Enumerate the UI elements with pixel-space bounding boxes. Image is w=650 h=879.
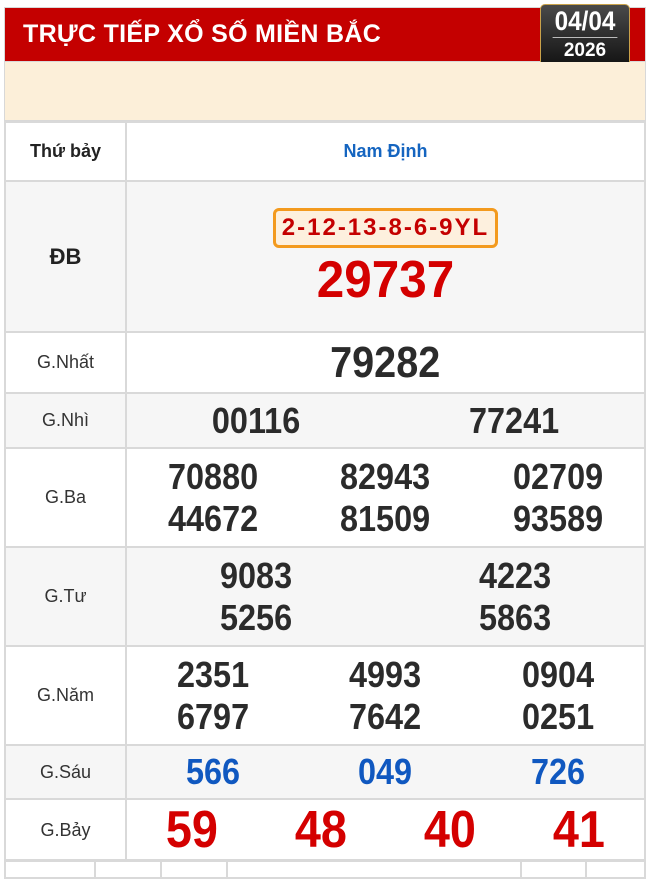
- table-row: G.Sáu 566 049 726: [4, 744, 646, 800]
- day-label: Thứ bảy: [4, 121, 127, 182]
- prize-number: 5256: [220, 596, 293, 638]
- prize-number: 9083: [220, 554, 293, 596]
- prize-number: 6797: [177, 695, 250, 737]
- date-badge: 04/04 2026: [540, 4, 630, 68]
- next-table-edge: [4, 859, 646, 879]
- special-prize-number: 29737: [316, 250, 455, 309]
- prize-number: 41: [553, 801, 606, 859]
- prize-number: 566: [186, 751, 241, 792]
- info-strip: [4, 62, 646, 121]
- table-row: G.Năm 2351 4993 0904 6797 7642 0251: [4, 645, 646, 746]
- prize-number: 0251: [521, 695, 594, 737]
- table-row: G.Nhì 00116 77241: [4, 392, 646, 449]
- prize-number: 02709: [512, 455, 603, 497]
- prize-number: 7642: [349, 695, 422, 737]
- prize-number: 59: [165, 801, 218, 859]
- table-row: G.Bảy 59 48 40 41: [4, 798, 646, 862]
- prize-number: 0904: [521, 653, 594, 695]
- prize-number: 44672: [168, 497, 259, 539]
- prize-label: G.Nhì: [4, 392, 127, 449]
- prize-number: 81509: [340, 497, 431, 539]
- special-code: 2-12-13-8-6-9YL: [272, 207, 499, 248]
- results-table: Thứ bảy Nam Định ĐB 2-12-13-8-6-9YL 29737 G…: [4, 121, 646, 862]
- prize-label: G.Sáu: [4, 744, 127, 800]
- prize-number: 82943: [340, 455, 431, 497]
- prize-number: 93589: [512, 497, 603, 539]
- prize-number: 40: [424, 801, 477, 859]
- date-day-month: 04/04: [552, 6, 618, 38]
- table-row: ĐB 2-12-13-8-6-9YL 29737: [4, 180, 646, 333]
- prize-number: 726: [530, 751, 585, 792]
- prize-label: G.Nhất: [4, 331, 127, 394]
- prize-number: 79282: [330, 337, 441, 387]
- prize-label: ĐB: [4, 180, 127, 333]
- prize-number: 4223: [478, 554, 551, 596]
- province-link[interactable]: Nam Định: [125, 121, 646, 182]
- prize-number: 70880: [168, 455, 259, 497]
- table-row: G.Tư 9083 4223 5256 5863: [4, 546, 646, 647]
- prize-number: 4993: [349, 653, 422, 695]
- table-row: G.Nhất 79282: [4, 331, 646, 394]
- prize-number: 5863: [478, 596, 551, 638]
- table-row: G.Ba 70880 82943 02709 44672 81509 93589: [4, 447, 646, 548]
- prize-number: 049: [358, 751, 413, 792]
- prize-label: G.Bảy: [4, 798, 127, 862]
- page-title: TRỰC TIẾP XỔ SỐ MIỀN BẮC: [23, 20, 382, 48]
- prize-number: 2351: [177, 653, 250, 695]
- prize-label: G.Năm: [4, 645, 127, 746]
- date-year: 2026: [563, 40, 607, 61]
- prize-number: 48: [294, 801, 347, 859]
- prize-label: G.Tư: [4, 546, 127, 647]
- prize-label: G.Ba: [4, 447, 127, 548]
- prize-number: 00116: [211, 399, 300, 441]
- prize-number: 77241: [469, 399, 560, 441]
- header-banner: TRỰC TIẾP XỔ SỐ MIỀN BẮC: [4, 7, 646, 62]
